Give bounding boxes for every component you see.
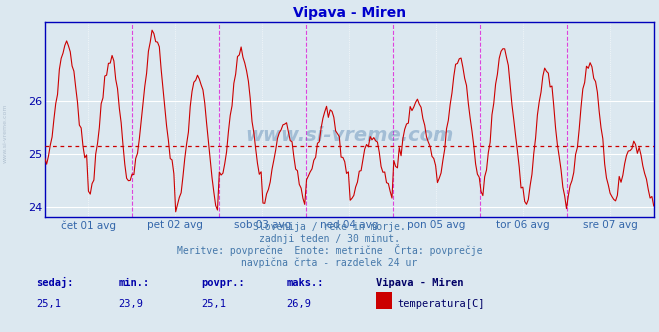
Text: sedaj:: sedaj: — [36, 277, 74, 288]
Title: Vipava - Miren: Vipava - Miren — [293, 6, 406, 20]
Text: Meritve: povprečne  Enote: metrične  Črta: povprečje: Meritve: povprečne Enote: metrične Črta:… — [177, 244, 482, 256]
Text: maks.:: maks.: — [287, 278, 324, 288]
Text: Vipava - Miren: Vipava - Miren — [376, 278, 463, 288]
Text: Slovenija / reke in morje.: Slovenija / reke in morje. — [253, 222, 406, 232]
Text: 25,1: 25,1 — [36, 299, 61, 309]
Text: min.:: min.: — [119, 278, 150, 288]
Text: povpr.:: povpr.: — [201, 278, 244, 288]
Text: www.si-vreme.com: www.si-vreme.com — [3, 103, 8, 163]
Text: 26,9: 26,9 — [287, 299, 312, 309]
Text: navpična črta - razdelek 24 ur: navpična črta - razdelek 24 ur — [241, 257, 418, 268]
Text: 23,9: 23,9 — [119, 299, 144, 309]
Text: www.si-vreme.com: www.si-vreme.com — [245, 126, 453, 145]
Text: temperatura[C]: temperatura[C] — [397, 299, 485, 309]
Text: zadnji teden / 30 minut.: zadnji teden / 30 minut. — [259, 234, 400, 244]
Text: 25,1: 25,1 — [201, 299, 226, 309]
